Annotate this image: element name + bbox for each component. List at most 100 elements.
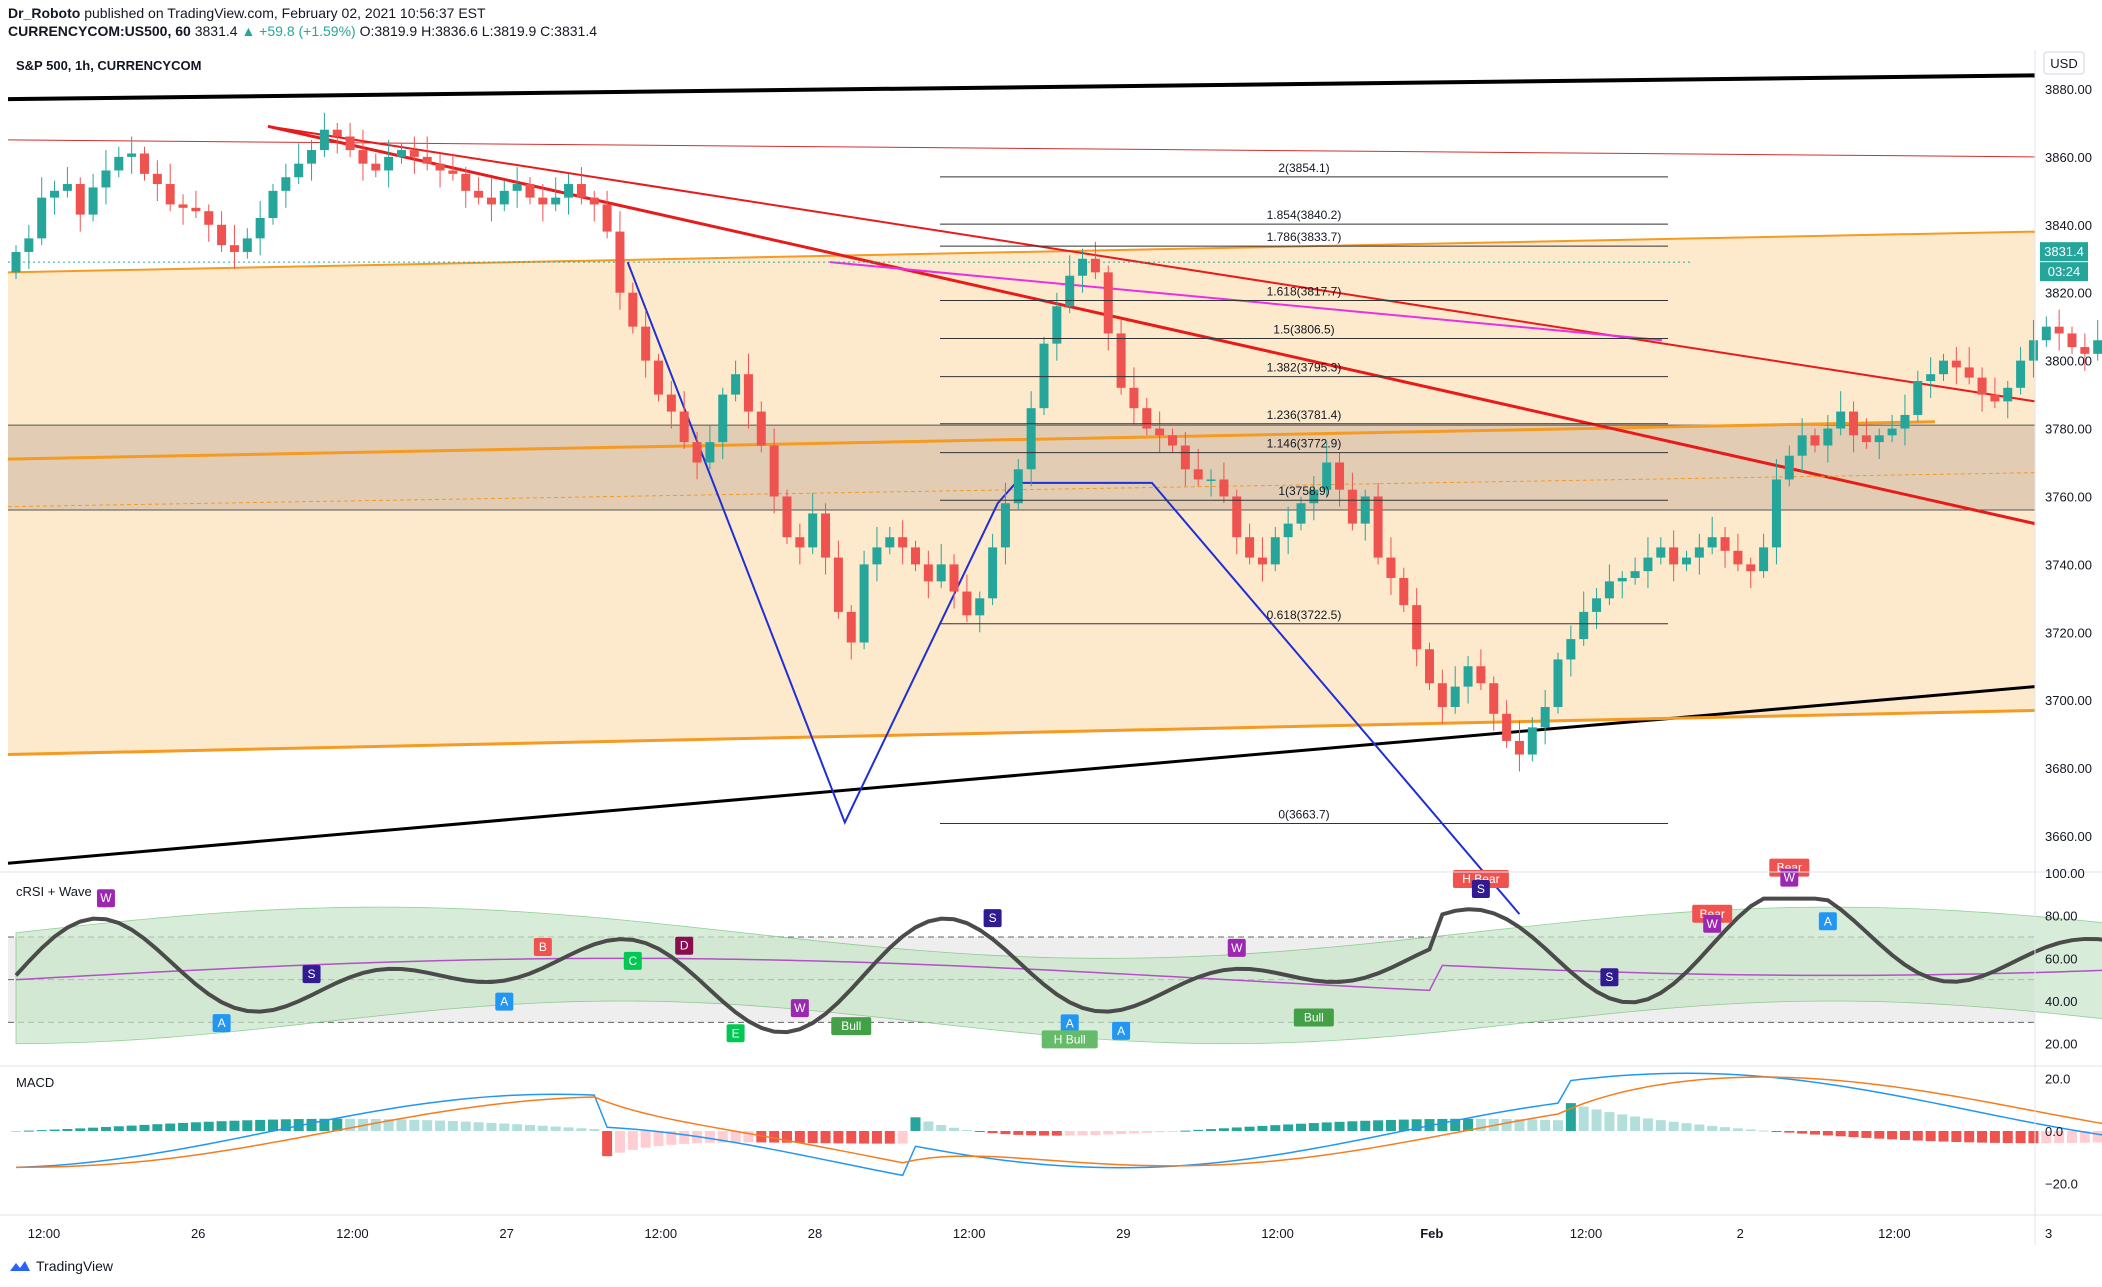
macd-histogram-bar <box>1218 1128 1229 1131</box>
macd-histogram-bar <box>1527 1119 1538 1131</box>
macd-histogram-bar <box>332 1118 343 1131</box>
macd-histogram-bar <box>255 1119 266 1131</box>
candle-body <box>1257 557 1267 565</box>
crsi-marker-badge <box>675 936 694 955</box>
macd-histogram-bar <box>910 1117 921 1131</box>
currency-badge <box>2043 51 2085 75</box>
candle-body <box>461 173 471 191</box>
chart-header: Dr_Roboto published on TradingView.com, … <box>8 4 597 40</box>
author-name[interactable]: Dr_Roboto <box>8 5 81 21</box>
macd-histogram-bar <box>897 1131 908 1144</box>
candle-body <box>217 224 227 246</box>
crsi-marker-badge <box>623 951 642 970</box>
crsi-marker-label: A <box>1824 914 1832 928</box>
candle-body <box>50 190 60 198</box>
symbol-info[interactable]: CURRENCYCOM:US500, 60 <box>8 23 191 39</box>
macd-histogram-bar <box>126 1125 137 1131</box>
macd-histogram-bar <box>640 1131 651 1148</box>
candle-body <box>165 184 175 205</box>
price-tick-label: 3660.00 <box>2045 829 2092 844</box>
candle-body <box>1746 564 1756 572</box>
crsi-marker-badge <box>96 889 115 908</box>
candle-body <box>641 326 651 361</box>
candle-body <box>1964 367 1974 378</box>
crsi-tick-label: 60.00 <box>2045 951 2078 966</box>
macd-histogram-bar <box>1630 1116 1641 1131</box>
macd-histogram-bar <box>1514 1119 1525 1131</box>
price-tick-label: 3880.00 <box>2045 82 2092 97</box>
candle-body <box>1502 713 1512 741</box>
crsi-marker-label: A <box>500 995 508 1009</box>
ohlc-values: O:3819.9 H:3836.6 L:3819.9 C:3831.4 <box>359 23 597 39</box>
candle-body <box>114 156 124 171</box>
lower-orange-line <box>7 708 2036 757</box>
macd-histogram-bar <box>447 1121 458 1131</box>
price-tick-label: 3740.00 <box>2045 557 2092 572</box>
tradingview-logo[interactable]: TradingView <box>8 1258 113 1274</box>
price-tick-label: 3860.00 <box>2045 150 2092 165</box>
candle-body <box>1836 411 1846 429</box>
macd-histogram-bar <box>1540 1119 1551 1131</box>
candle-body <box>281 177 291 191</box>
candle-body <box>2041 326 2051 341</box>
macd-histogram-bar <box>1977 1131 1988 1143</box>
macd-histogram-bar <box>11 1131 21 1132</box>
macd-histogram-bar <box>1874 1131 1885 1139</box>
crsi-marker-label: H Bull <box>1054 1032 1086 1046</box>
candle-body <box>936 564 946 582</box>
tradingview-logo-icon <box>10 1261 30 1271</box>
candle-body <box>1514 740 1524 755</box>
crsi-marker-badge <box>1780 868 1799 887</box>
crsi-marker-label: D <box>680 939 689 953</box>
crsi-marker-label: W <box>1707 917 1719 931</box>
fib-level-label: 1.146(3772.9) <box>1267 437 1342 451</box>
macd-histogram-bar <box>1000 1131 1011 1135</box>
macd-histogram-bar <box>730 1131 741 1143</box>
macd-histogram-bar <box>614 1131 625 1153</box>
macd-histogram-bar <box>409 1119 420 1131</box>
candle-body <box>409 150 419 157</box>
macd-histogram-bar <box>1553 1120 1563 1131</box>
macd-histogram-bar <box>1501 1119 1512 1131</box>
fib-level-label: 0.618(3722.5) <box>1267 608 1342 622</box>
price-tick-label: 3820.00 <box>2045 286 2092 301</box>
macd-histogram-bar <box>422 1120 433 1131</box>
candle-body <box>1797 435 1807 456</box>
candle-body <box>1232 496 1242 538</box>
main-chart-title: S&P 500, 1h, CURRENCYCOM <box>16 58 201 73</box>
candle-body <box>602 204 612 232</box>
macd-histogram-bar <box>589 1129 600 1131</box>
macd-histogram-bar <box>2002 1131 2013 1144</box>
time-tick-label: 12:00 <box>1570 1226 1603 1241</box>
macd-histogram-bar <box>871 1131 882 1144</box>
candle-body <box>1810 435 1820 446</box>
candle-body <box>1874 435 1884 443</box>
candle-body <box>1090 258 1100 273</box>
macd-histogram-bar <box>1745 1129 1756 1131</box>
candle-body <box>397 150 406 157</box>
candle-body <box>1425 649 1434 684</box>
candle-body <box>512 184 522 191</box>
crsi-marker-badge <box>1818 912 1837 931</box>
macd-histogram-bar <box>1604 1112 1615 1131</box>
macd-histogram-bar <box>1810 1131 1820 1135</box>
crsi-tick-label: 40.00 <box>2045 994 2078 1009</box>
macd-histogram-bar <box>1373 1120 1384 1131</box>
macd-histogram-bar <box>550 1126 561 1131</box>
macd-histogram-bar <box>1180 1130 1191 1132</box>
price-change: ▲ +59.8 (+1.59%) <box>241 23 356 39</box>
upper-orange-line <box>7 230 2036 274</box>
macd-histogram-bar <box>2067 1131 2077 1143</box>
price-tick-label: 3780.00 <box>2045 422 2092 437</box>
red-trendline-1 <box>267 125 2036 403</box>
candle-body <box>1412 605 1422 650</box>
macd-histogram-bar <box>679 1131 690 1144</box>
macd-histogram-bar <box>383 1119 394 1131</box>
macd-histogram-bar <box>1385 1119 1396 1131</box>
macd-histogram-bar <box>1887 1131 1898 1140</box>
macd-histogram-bar <box>1463 1118 1474 1131</box>
macd-histogram-bar <box>2028 1131 2039 1144</box>
candle-body <box>1990 394 2000 402</box>
crsi-marker-badge <box>1471 880 1490 899</box>
